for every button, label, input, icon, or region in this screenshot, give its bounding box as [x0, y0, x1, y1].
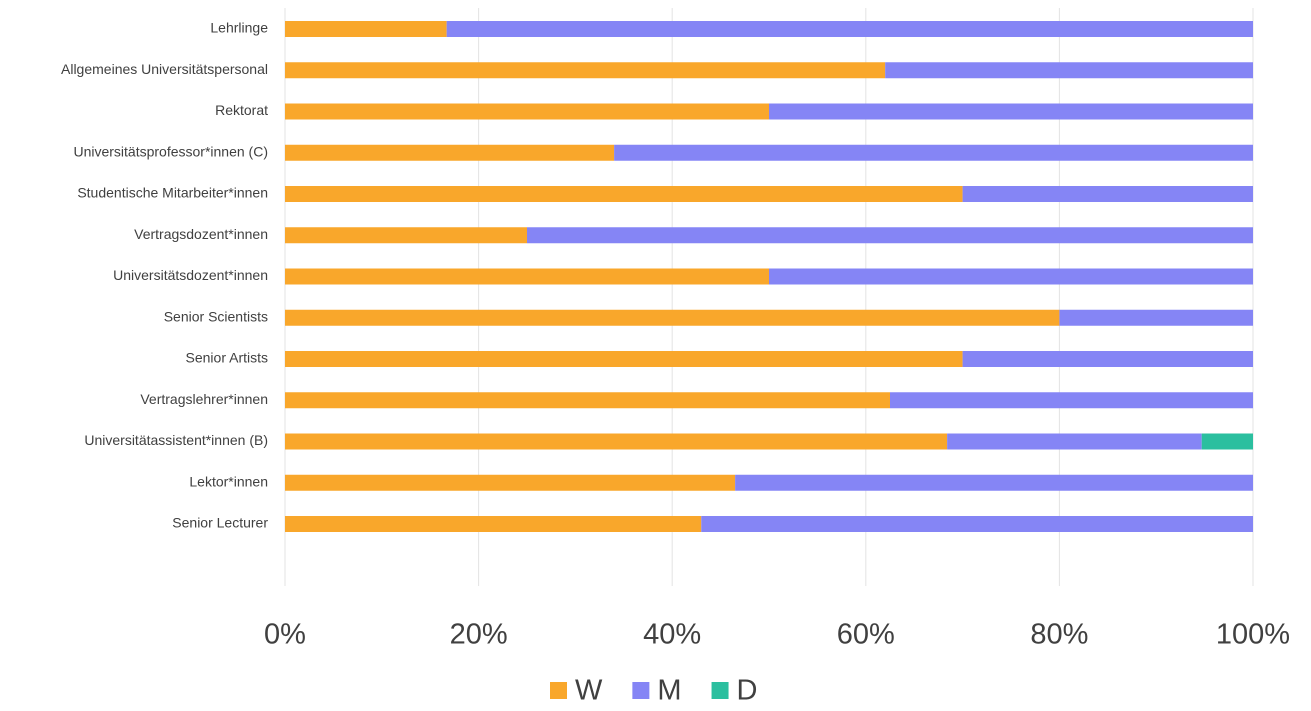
- legend-swatch: [711, 682, 729, 699]
- x-tick-label: 60%: [837, 619, 895, 651]
- legend-label: W: [575, 675, 603, 707]
- bar-segment: [1201, 433, 1253, 450]
- legend-swatch: [550, 682, 567, 699]
- y-tick-label: Lehrlinge: [210, 20, 268, 36]
- y-tick-label: Vertragsdozent*innen: [134, 226, 268, 242]
- bar-segment: [285, 474, 736, 491]
- bar-segment: [446, 21, 1253, 37]
- bar-segment: [735, 474, 1253, 491]
- bar-segment: [285, 62, 886, 79]
- x-tick-label: 20%: [450, 619, 508, 651]
- y-tick-label: Vertragslehrer*innen: [140, 391, 268, 407]
- legend-label: D: [737, 675, 758, 707]
- bar-segment: [885, 62, 1253, 79]
- legend-swatch: [632, 682, 650, 699]
- bar-segment: [769, 103, 1253, 120]
- x-tick-label: 40%: [643, 619, 701, 651]
- x-tick-label: 100%: [1216, 619, 1290, 651]
- y-tick-label: Senior Lecturer: [172, 515, 268, 531]
- x-tick-label: 0%: [264, 619, 306, 651]
- bar-segment: [890, 392, 1253, 409]
- bar-segment: [285, 144, 615, 161]
- bar-segment: [285, 433, 948, 450]
- y-tick-label: Senior Scientists: [164, 308, 268, 324]
- bar-segment: [769, 268, 1253, 285]
- bar-segment: [614, 144, 1253, 161]
- bar-segment: [285, 516, 702, 532]
- legend-label: M: [657, 675, 681, 707]
- bar-segment: [527, 227, 1253, 244]
- bar-segment: [285, 268, 769, 285]
- y-tick-label: Universitätassistent*innen (B): [84, 432, 268, 448]
- y-tick-label: Allgemeines Universitätspersonal: [61, 61, 268, 77]
- y-tick-label: Studentische Mitarbeiter*innen: [77, 185, 268, 201]
- y-tick-label: Rektorat: [215, 102, 268, 118]
- bar-segment: [285, 186, 963, 202]
- bar-segment: [1059, 309, 1253, 326]
- y-tick-label: Universitätsprofessor*innen (C): [73, 143, 268, 159]
- bar-segment: [701, 516, 1253, 532]
- bar-segment: [285, 21, 447, 37]
- y-tick-label: Universitätsdozent*innen: [113, 267, 268, 283]
- bar-segment: [962, 351, 1253, 367]
- bar-segment: [285, 227, 527, 244]
- bar-segment: [285, 309, 1060, 326]
- bar-segment: [947, 433, 1202, 450]
- y-tick-label: Lektor*innen: [189, 473, 268, 489]
- bar-segment: [962, 186, 1253, 202]
- bar-segment: [285, 351, 963, 367]
- bar-segment: [285, 103, 769, 120]
- bar-segment: [285, 392, 890, 409]
- y-tick-label: Senior Artists: [186, 350, 268, 366]
- x-tick-label: 80%: [1030, 619, 1088, 651]
